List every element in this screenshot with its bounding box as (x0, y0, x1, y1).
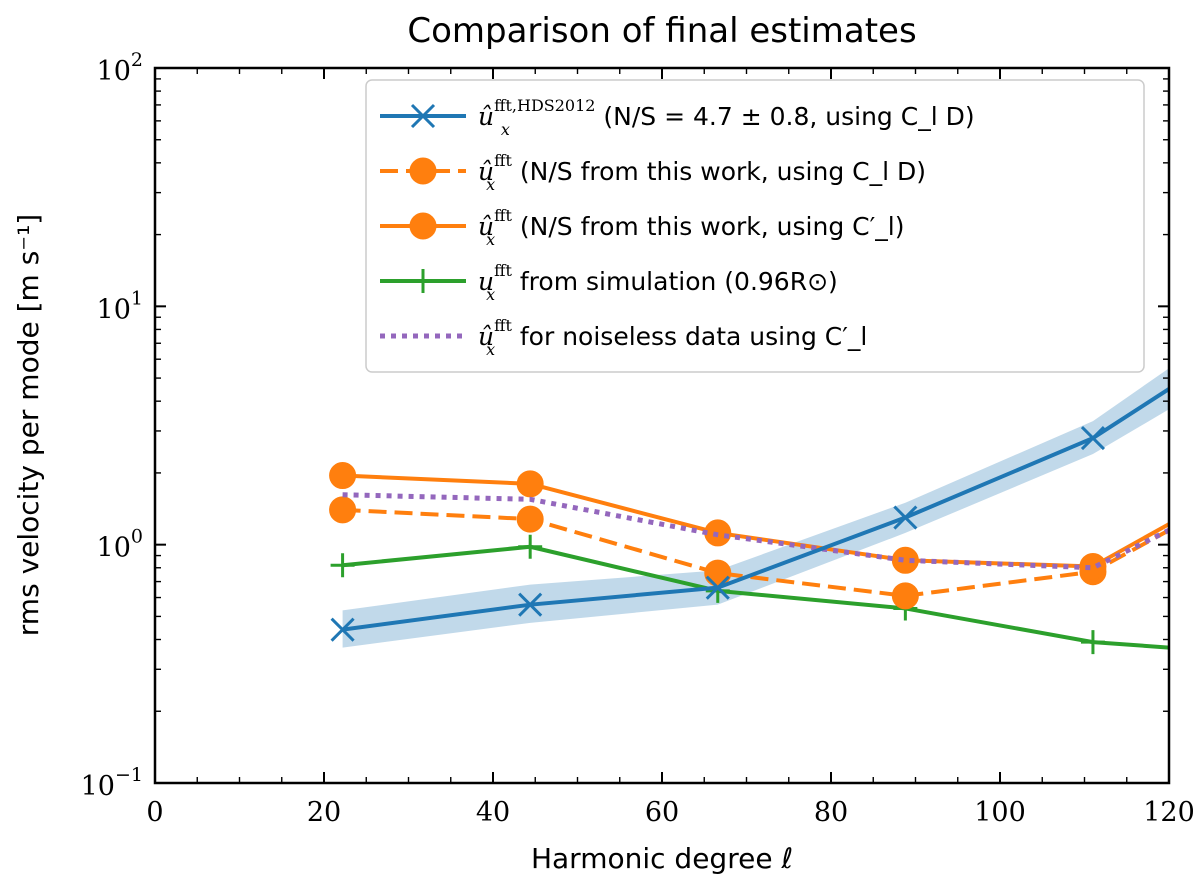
data-point-hds2012 (518, 592, 543, 617)
data-point-hds2012 (1080, 426, 1106, 451)
legend-label: ûfft x for noiseless data using C′_l (478, 316, 867, 359)
data-point-this_work_CD (329, 496, 357, 524)
legend-box (365, 79, 1145, 373)
data-point-simulation (1080, 630, 1105, 655)
series-line-hds2012 (342, 387, 1169, 632)
chart-title: Comparison of final estimates (407, 11, 916, 51)
x-tick-label: 80 (814, 797, 848, 828)
data-point-this_work_Cl (1079, 552, 1107, 580)
data-point-simulation (330, 553, 355, 578)
y-tick-label: 102 (97, 49, 143, 87)
data-point-this_work_CD (516, 505, 544, 533)
legend-label: ufft x from simulation (0.96R⊙) (478, 261, 838, 304)
x-axis-label: Harmonic degree ℓ (531, 842, 793, 875)
data-point-hds2012 (893, 505, 918, 530)
x-tick-label: 20 (307, 797, 341, 828)
legend-entry-noiseless: ûfft x for noiseless data using C′_l (380, 316, 867, 359)
series-line-simulation (342, 544, 1169, 650)
legend-marker (410, 103, 436, 129)
legend-marker (409, 157, 437, 185)
series-line-this_work_CD (342, 507, 1169, 598)
series-line-noiseless (342, 492, 1169, 571)
y-tick-label: 10−1 (81, 764, 143, 802)
data-point-this_work_CD (891, 582, 919, 610)
legend-label: ûfft,HDS2012 x (N/S = 4.7 ± 0.8, using C_… (478, 96, 975, 139)
legend-label: ûfft x (N/S from this work, using C_l D) (478, 151, 926, 194)
x-tick-label: 40 (476, 797, 510, 828)
data-point-hds2012 (705, 575, 730, 600)
x-tick-label: 0 (146, 797, 163, 828)
y-axis-label: rms velocity per mode [m s⁻¹] (12, 214, 45, 636)
uncertainty-band (342, 368, 1169, 648)
data-point-simulation (518, 534, 543, 559)
legend-marker (411, 269, 435, 293)
x-tick-label: 100 (974, 797, 1026, 828)
data-point-this_work_Cl (516, 470, 544, 498)
data-point-this_work_Cl (329, 462, 357, 490)
legend-entry-simulation: ufft x from simulation (0.96R⊙) (380, 261, 838, 304)
legend-entry-hds2012: ûfft,HDS2012 x (N/S = 4.7 ± 0.8, using C_… (380, 96, 975, 139)
legend: ûfft,HDS2012 x (N/S = 4.7 ± 0.8, using C_… (365, 79, 1145, 373)
legend-entry-this_work_Cl: ûfft x (N/S from this work, using C′_l) (380, 206, 904, 249)
data-point-hds2012 (330, 617, 355, 642)
x-tick-label: 120 (1143, 797, 1195, 828)
y-tick-label: 100 (97, 526, 143, 564)
x-tick-label: 60 (645, 797, 679, 828)
legend-entry-this_work_CD: ûfft x (N/S from this work, using C_l D) (380, 151, 926, 194)
legend-label: ûfft x (N/S from this work, using C′_l) (478, 206, 904, 249)
legend-marker (409, 212, 437, 240)
plot-area (329, 368, 1169, 655)
y-tick-label: 101 (97, 287, 143, 325)
axis-ticks: 0 20 40 60 80 100 120 10−1 100 101 102 (81, 49, 1195, 828)
